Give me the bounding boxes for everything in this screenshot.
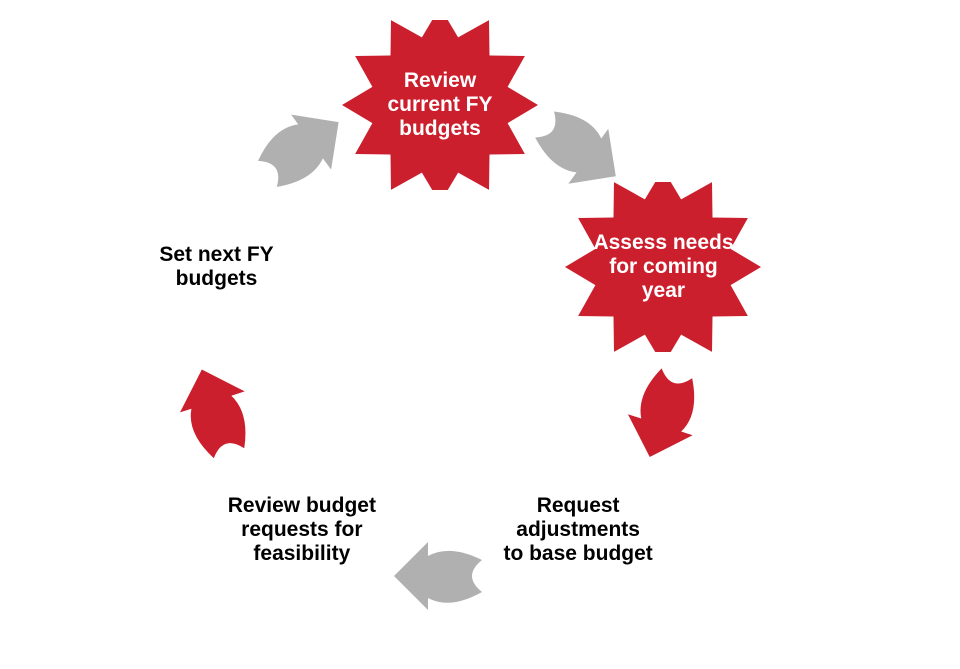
cycle-node-label: Review budgetrequests forfeasibility (222, 494, 382, 566)
cycle-arrow (390, 536, 490, 614)
cycle-node-set-next: Set next FYbudgets (117, 182, 317, 352)
budget-cycle-diagram: Reviewcurrent FYbudgets Assess needsfor c… (0, 0, 960, 669)
cycle-node-review-requests: Review budgetrequests forfeasibility (202, 445, 402, 615)
cycle-node-review-current: Reviewcurrent FYbudgets (340, 20, 540, 190)
cycle-node-request-adjust: Requestadjustmentsto base budget (478, 445, 678, 615)
cycle-node-label: Assess needsfor comingyear (587, 231, 739, 303)
cycle-node-label: Requestadjustmentsto base budget (497, 494, 658, 566)
cycle-node-label: Set next FYbudgets (153, 243, 279, 291)
cycle-node-label: Reviewcurrent FYbudgets (381, 69, 498, 141)
cycle-node-assess-needs: Assess needsfor comingyear (563, 182, 763, 352)
